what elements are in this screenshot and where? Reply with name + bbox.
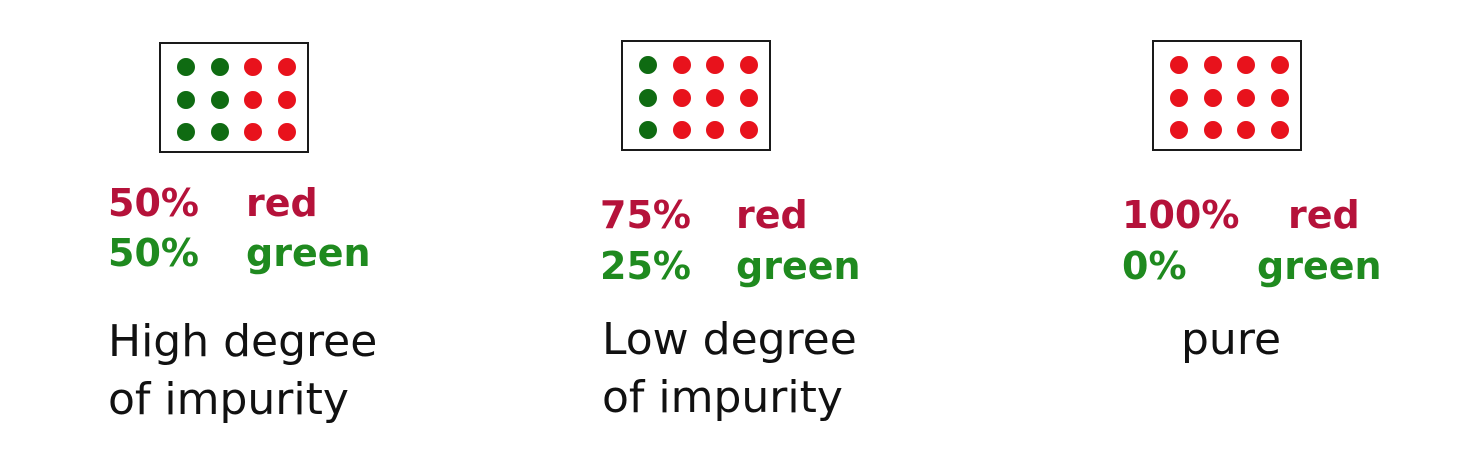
red-dot xyxy=(244,90,262,109)
green-percentage-line: 50% green xyxy=(108,234,371,272)
green-label: green xyxy=(736,244,861,288)
red-dot xyxy=(1270,88,1289,107)
panel-low-impurity: 75% red 25% green Low degree of impurity xyxy=(500,0,1000,460)
red-percentage-line: 75% red xyxy=(600,196,808,234)
red-dot xyxy=(1270,121,1289,139)
caption-line-1: pure xyxy=(1181,314,1282,365)
red-dot xyxy=(1170,121,1188,139)
caption-line-2: of impurity xyxy=(602,372,843,423)
caption-line-1: Low degree xyxy=(602,314,857,365)
red-dot xyxy=(1203,121,1222,139)
red-dot xyxy=(1237,121,1255,139)
green-dot xyxy=(177,58,195,76)
dot-grid-box xyxy=(1152,40,1302,151)
red-dot xyxy=(1237,56,1255,74)
red-dot xyxy=(706,56,724,74)
red-dot xyxy=(706,121,724,139)
green-percentage: 25% xyxy=(600,244,691,288)
impurity-caption: High degree of impurity xyxy=(108,313,377,429)
green-percentage-line: 25% green xyxy=(600,247,861,285)
red-dot xyxy=(1203,56,1222,74)
red-dot xyxy=(672,121,691,139)
red-dot xyxy=(1170,56,1188,74)
red-label: red xyxy=(246,181,318,225)
panel-pure: 100% red 0% green pure xyxy=(1000,0,1482,460)
red-dot xyxy=(739,56,758,74)
green-dot xyxy=(639,121,657,139)
green-percentage: 50% xyxy=(108,231,199,275)
caption-line-2: of impurity xyxy=(108,374,349,425)
red-dot xyxy=(244,123,262,141)
impurity-caption: pure xyxy=(1181,311,1281,369)
red-label: red xyxy=(1288,193,1360,237)
red-dot xyxy=(1237,88,1255,107)
red-dot xyxy=(706,88,724,107)
green-percentage: 0% xyxy=(1122,244,1187,288)
red-dot xyxy=(1203,88,1222,107)
impurity-caption: Low degree of impurity xyxy=(602,311,857,427)
red-dot xyxy=(739,121,758,139)
green-dot xyxy=(639,56,657,74)
red-dot xyxy=(244,58,262,76)
green-dot xyxy=(177,123,195,141)
red-dot xyxy=(277,123,296,141)
red-label: red xyxy=(736,193,808,237)
green-dot xyxy=(210,123,229,141)
red-dot xyxy=(1170,88,1188,107)
green-dot xyxy=(639,88,657,107)
red-percentage: 100% xyxy=(1122,193,1240,237)
dot-grid-box xyxy=(159,42,309,153)
green-label: green xyxy=(246,231,371,275)
red-dot xyxy=(672,56,691,74)
red-dot xyxy=(277,58,296,76)
panel-high-impurity: 50% red 50% green High degree of impurity xyxy=(0,0,500,460)
red-percentage-line: 100% red xyxy=(1122,196,1360,234)
red-percentage-line: 50% red xyxy=(108,184,318,222)
red-dot xyxy=(672,88,691,107)
red-percentage: 75% xyxy=(600,193,691,237)
red-dot xyxy=(739,88,758,107)
caption-line-1: High degree xyxy=(108,316,378,367)
green-dot xyxy=(210,90,229,109)
green-dot xyxy=(210,58,229,76)
green-dot xyxy=(177,90,195,109)
red-dot xyxy=(277,90,296,109)
red-dot xyxy=(1270,56,1289,74)
green-percentage-line: 0% green xyxy=(1122,247,1382,285)
dot-grid-box xyxy=(621,40,771,151)
red-percentage: 50% xyxy=(108,181,199,225)
green-label: green xyxy=(1257,244,1382,288)
